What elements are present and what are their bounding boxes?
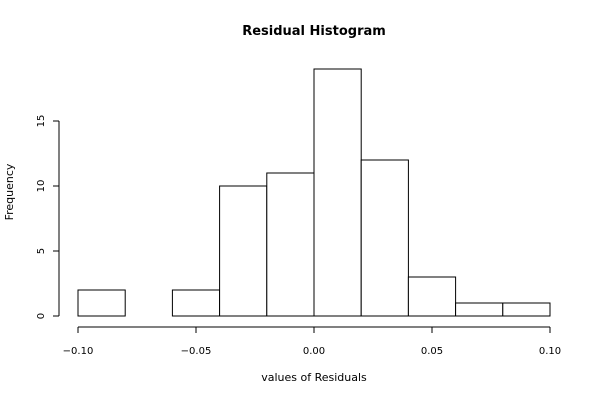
histogram-bar-4	[266, 172, 315, 317]
chart-title: Residual Histogram	[242, 24, 386, 39]
y-tick-label-1: 5	[36, 248, 47, 254]
y-tick-label-0: 0	[36, 313, 47, 319]
histogram-bar-6	[360, 159, 409, 317]
x-axis-label: values of Residuals	[261, 371, 367, 384]
x-tick-label-4: 0.10	[539, 346, 561, 357]
histogram-bar-5	[313, 68, 362, 317]
histogram-bar-0	[77, 289, 126, 317]
y-tick-label-2: 10	[36, 180, 47, 193]
y-axis: 0 5 10 15	[36, 115, 60, 319]
histogram-bar-3	[219, 185, 268, 317]
histogram-bar-9	[502, 302, 551, 317]
y-tick-label-3: 15	[36, 115, 47, 128]
x-tick-label-0: −0.10	[63, 346, 94, 357]
histogram-bar-8	[455, 302, 504, 317]
histogram-bars	[77, 68, 551, 317]
x-axis: −0.10 −0.05 0.00 0.05 0.10	[63, 326, 561, 357]
y-axis-label: Frequency	[3, 163, 16, 220]
x-tick-label-2: 0.00	[303, 346, 325, 357]
histogram-bar-2	[171, 289, 221, 317]
histogram-bar-7	[407, 276, 457, 317]
x-tick-label-1: −0.05	[181, 346, 212, 357]
x-tick-label-3: 0.05	[421, 346, 443, 357]
